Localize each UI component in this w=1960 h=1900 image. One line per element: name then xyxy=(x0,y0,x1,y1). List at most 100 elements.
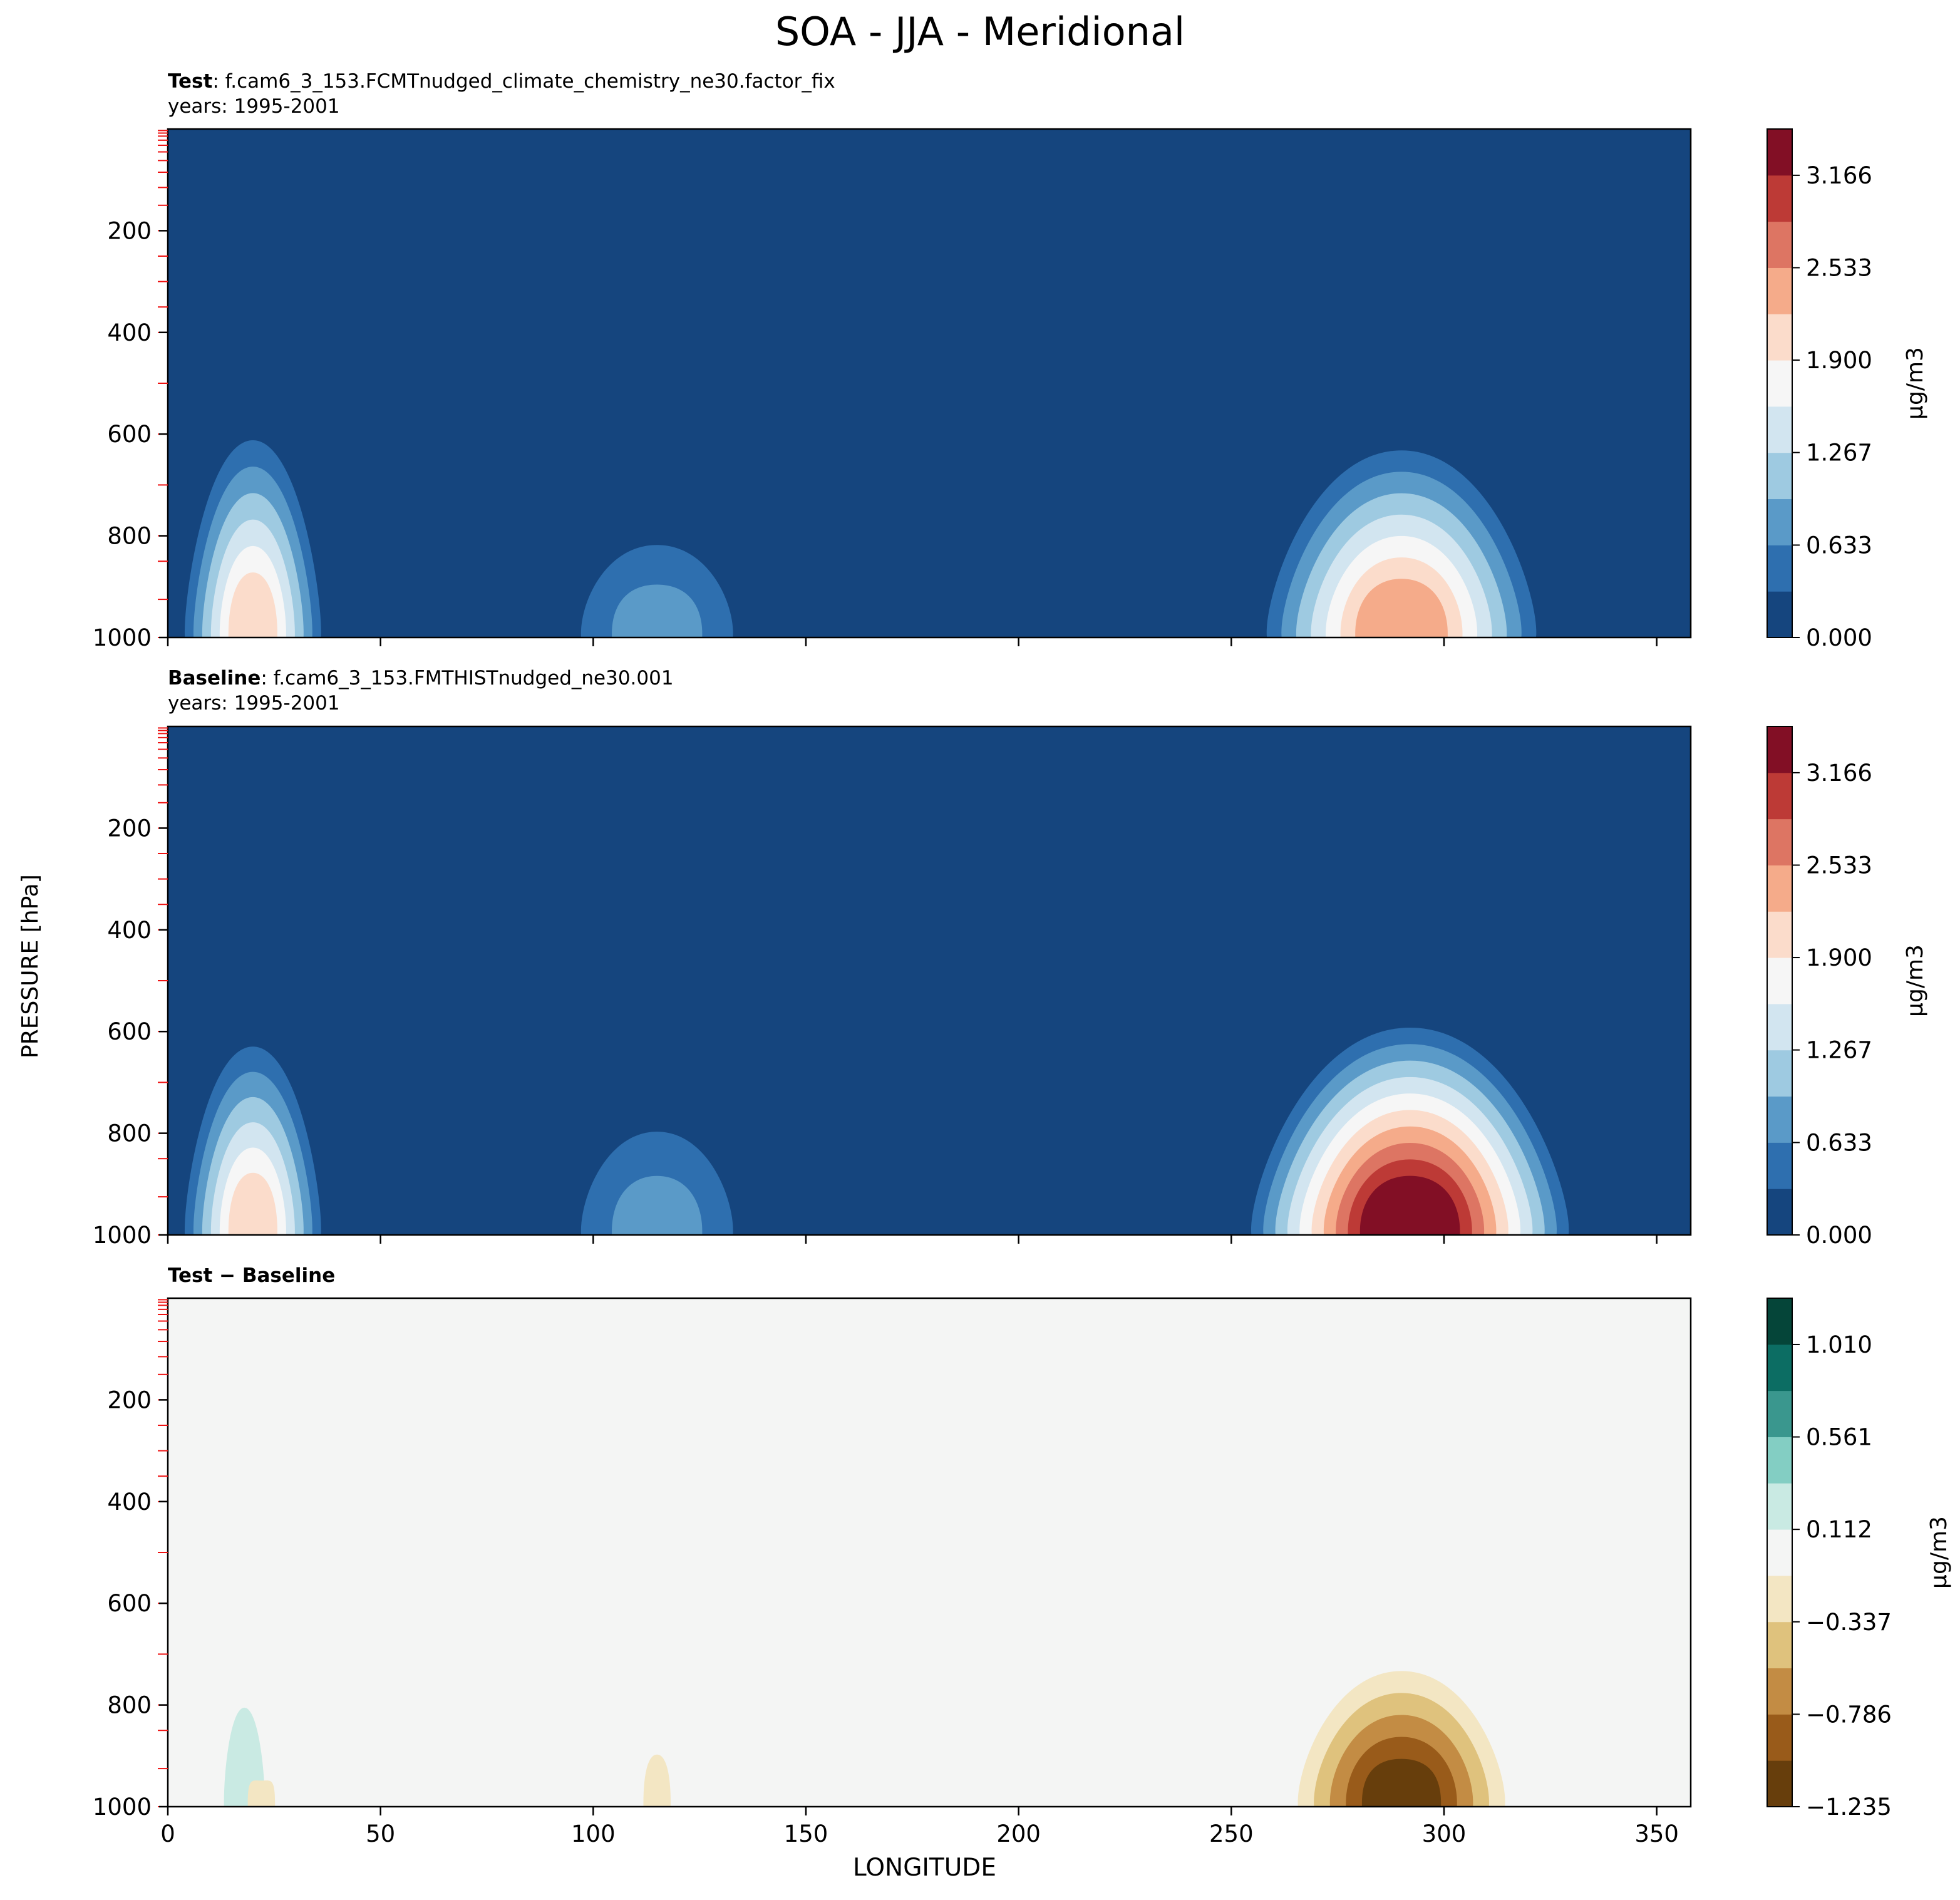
panel-1-title: Test: f.cam6_3_153.FCMTnudged_climate_ch… xyxy=(168,69,835,94)
colorbar-3-tick-label-1: −1.235 xyxy=(1806,1794,1892,1820)
colorbar-2-tick-label-3: 1.267 xyxy=(1806,1037,1872,1064)
colorbar-1: 0.000 0.633 1.267 1.900 2.533 3.166 μg/m3 xyxy=(1767,128,1928,651)
colorbar-3-tick-label-4: 0.112 xyxy=(1806,1516,1872,1543)
colorbar-2-segment-5 xyxy=(1767,1003,1792,1051)
panel-3-label: Test − Baseline xyxy=(168,1264,336,1287)
panel-1-contour-1-level-6 xyxy=(228,572,277,638)
panel-3-xtick-label-4: 150 xyxy=(784,1820,828,1847)
colorbar-3-frame xyxy=(1767,1298,1793,1807)
panel-2-label: Baseline xyxy=(168,667,261,689)
colorbar-1-tick-label-4: 1.900 xyxy=(1806,347,1872,374)
colorbar-1-segment-4 xyxy=(1767,452,1792,500)
panel-3-xtick-label-3: 100 xyxy=(571,1820,616,1847)
panel-2-title: Baseline: f.cam6_3_153.FMTHISTnudged_ne3… xyxy=(168,666,674,691)
colorbar-1-segment-1 xyxy=(1767,591,1792,638)
colorbar-2-segment-1 xyxy=(1767,1189,1792,1236)
colorbar-2-tick-label-6: 3.166 xyxy=(1806,760,1872,787)
panel-3-ytick-label-4: 800 xyxy=(107,1692,152,1719)
colorbar-3-units: μg/m3 xyxy=(1926,1516,1952,1589)
panel-1-case: : f.cam6_3_153.FCMTnudged_climate_chemis… xyxy=(212,70,835,93)
colorbar-3-segment-9 xyxy=(1767,1390,1792,1437)
panel-1-ytick-label-4: 800 xyxy=(107,523,152,550)
colorbar-3-segment-8 xyxy=(1767,1437,1792,1484)
colorbar-2-tick-label-1: 0.000 xyxy=(1806,1222,1872,1249)
colorbar-3-segment-5 xyxy=(1767,1575,1792,1623)
panel-2-field xyxy=(168,726,1691,1235)
panel-2-case: : f.cam6_3_153.FMTHISTnudged_ne30.001 xyxy=(260,667,674,689)
colorbar-2-tick-label-5: 2.533 xyxy=(1806,852,1872,879)
panel-3-xtick-label-7: 300 xyxy=(1422,1820,1467,1847)
panel-2-ytick-label-3: 600 xyxy=(107,1018,152,1045)
colorbar-2-segment-4 xyxy=(1767,1050,1792,1097)
panel-3-xtick-label-2: 50 xyxy=(366,1820,395,1847)
panel-3-ytick-label-2: 400 xyxy=(107,1489,152,1515)
colorbar-2-units: μg/m3 xyxy=(1902,944,1928,1017)
panel-1-contour-3-level-7 xyxy=(1355,579,1448,638)
panel-2-ytick-label-4: 800 xyxy=(107,1120,152,1147)
colorbar-2-segment-8 xyxy=(1767,865,1792,912)
colorbar-2-segment-9 xyxy=(1767,818,1792,865)
colorbar-2-segment-7 xyxy=(1767,911,1792,958)
colorbar-1-tick-label-2: 0.633 xyxy=(1806,532,1872,559)
panel-1-ytick-label-1: 200 xyxy=(107,217,152,244)
colorbar-1-segment-9 xyxy=(1767,221,1792,268)
colorbar-3-segment-2 xyxy=(1767,1714,1792,1761)
colorbar-3-tick-label-3: −0.337 xyxy=(1806,1609,1892,1636)
panel-2-contour-3-level-10 xyxy=(1359,1175,1460,1235)
colorbar-1-units: μg/m3 xyxy=(1902,347,1928,420)
colorbar-2-frame xyxy=(1767,726,1793,1236)
colorbar-2-segment-11 xyxy=(1767,726,1792,773)
colorbar-2-segment-2 xyxy=(1767,1142,1792,1189)
colorbar-3-segment-7 xyxy=(1767,1483,1792,1530)
colorbar-3-segment-3 xyxy=(1767,1668,1792,1715)
colorbar-1-tick-label-6: 3.166 xyxy=(1806,162,1872,189)
colorbar-2-segment-10 xyxy=(1767,772,1792,820)
colorbar-1-segment-8 xyxy=(1767,267,1792,314)
panel-1-label: Test xyxy=(168,70,213,93)
figure-title: SOA - JJA - Meridional xyxy=(775,9,1185,54)
colorbar-1-tick-label-3: 1.267 xyxy=(1806,440,1872,467)
colorbar-1-segment-7 xyxy=(1767,314,1792,361)
panel-1-years: years: 1995-2001 xyxy=(168,95,340,118)
panel-2-years: years: 1995-2001 xyxy=(168,692,340,715)
panel-3-ytick-label-5: 1000 xyxy=(93,1794,152,1820)
colorbar-1-segment-11 xyxy=(1767,129,1792,176)
panel-1: 200 400 600 800 1000 0.000 0.633 1.267 1.900 2.53… xyxy=(93,128,1928,651)
colorbar-1-tick-label-1: 0.000 xyxy=(1806,624,1872,651)
panel-2: 200 400 600 800 1000 0.000 0.633 1.267 1.900 2.53… xyxy=(93,725,1928,1249)
panel-2-ytick-label-5: 1000 xyxy=(93,1222,152,1249)
colorbar-1-segment-5 xyxy=(1767,406,1792,453)
panel-3-ytick-label-3: 600 xyxy=(107,1590,152,1617)
panel-1-ytick-label-5: 1000 xyxy=(93,624,152,651)
panel-3-contour-3-level-1 xyxy=(643,1754,671,1807)
x-axis-label: LONGITUDE xyxy=(853,1854,996,1882)
colorbar-1-segment-2 xyxy=(1767,545,1792,592)
colorbar-2-segment-6 xyxy=(1767,958,1792,1004)
colorbar-2-segment-3 xyxy=(1767,1096,1792,1143)
colorbar-1-tick-label-5: 2.533 xyxy=(1806,254,1872,281)
colorbar-1-segment-10 xyxy=(1767,175,1792,222)
colorbar-3-tick-label-2: −0.786 xyxy=(1806,1701,1892,1728)
colorbar-1-segment-6 xyxy=(1767,360,1792,407)
colorbar-3-segment-6 xyxy=(1767,1529,1792,1576)
panel-3-field xyxy=(168,1298,1691,1807)
colorbar-3-segment-4 xyxy=(1767,1621,1792,1669)
panel-3-contour-2-level-1 xyxy=(247,1780,276,1807)
panel-2-ytick-label-1: 200 xyxy=(107,815,152,842)
panel-3-xtick-label-6: 250 xyxy=(1209,1820,1254,1847)
colorbar-3-tick-label-6: 1.010 xyxy=(1806,1331,1872,1358)
colorbar-1-segment-3 xyxy=(1767,498,1792,545)
colorbar-2: 0.000 0.633 1.267 1.900 2.533 3.166 μg/m3 xyxy=(1767,726,1928,1249)
panel-2-contour-1-level-6 xyxy=(228,1172,277,1235)
panel-1-field xyxy=(168,129,1691,638)
panel-2-ytick-label-2: 400 xyxy=(107,917,152,944)
panel-3-contour-4-level-5 xyxy=(1361,1758,1442,1807)
panel-1-ytick-label-3: 600 xyxy=(107,421,152,448)
panel-3-title: Test − Baseline xyxy=(168,1263,335,1288)
panel-3: 200 400 600 800 1000 0 50 100 150 200 250 300 350 −1.… xyxy=(93,1297,1952,1847)
colorbar-1-frame xyxy=(1767,128,1793,638)
colorbar-3-tick-label-5: 0.561 xyxy=(1806,1424,1872,1451)
colorbar-3: −1.235 −0.786 −0.337 0.112 0.561 1.010 μg/m3 xyxy=(1767,1298,1952,1820)
panel-3-ytick-label-1: 200 xyxy=(107,1386,152,1413)
panel-1-contour-2-level-2 xyxy=(612,584,703,638)
